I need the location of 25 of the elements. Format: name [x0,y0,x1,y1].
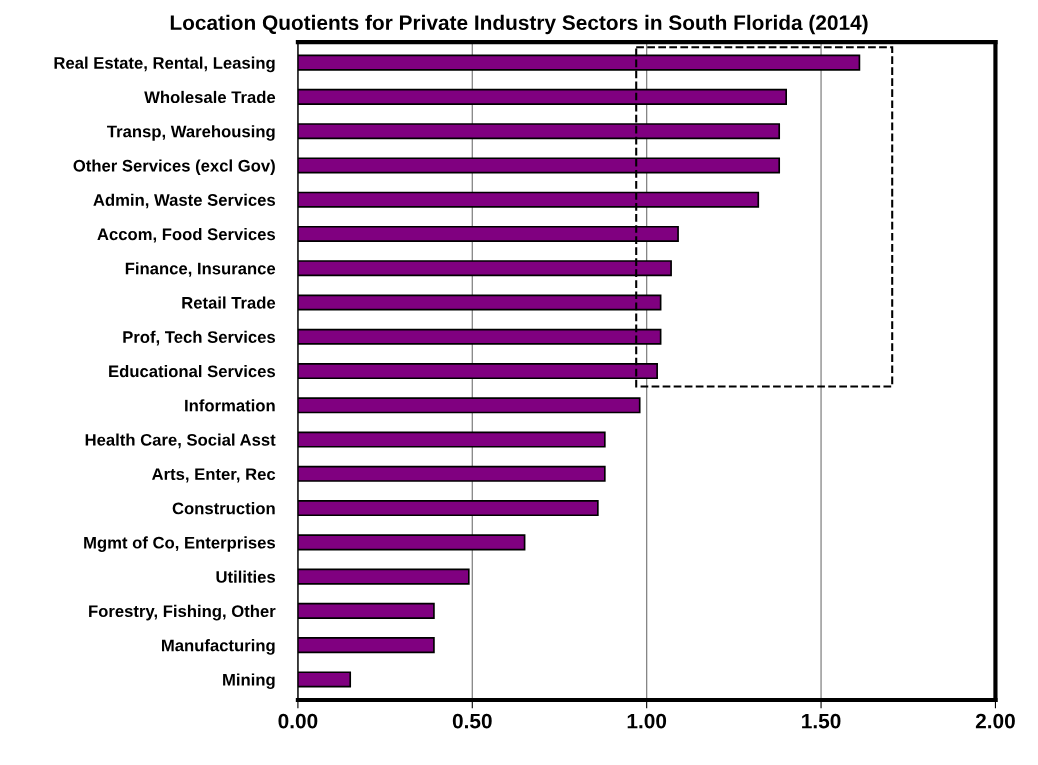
x-tick-label: 1.50 [802,713,841,729]
y-tick-label: Manufacturing [162,639,275,655]
chart-title: Location Quotients for Private Industry Sectors in South Florida (2014) [170,14,868,35]
y-tick-label: Transp, Warehousing [107,125,275,141]
y-tick-label: Arts, Enter, Rec [151,468,276,483]
y-tick-label: Real Estate, Rental, Leasing [54,56,275,73]
y-tick-label: Health Care, Social Asst [85,433,276,449]
y-tick-label: Finance, Insurance [125,262,276,277]
y-tick-label: Admin, Waste Services [93,193,276,209]
x-tick-label: 2.00 [975,713,1015,729]
y-tick-label: Retail Trade [182,296,276,309]
y-tick-label: Wholesale Trade [144,90,276,104]
y-tick-label: Information [185,399,275,412]
y-tick-label: Mining [223,673,275,689]
x-tick-label: 1.00 [627,713,667,729]
y-tick-label: Accom, Food Services [97,227,276,243]
x-tick-label: 0.50 [452,713,492,729]
y-tick-label: Forestry, Fishing, Other [89,604,276,621]
y-tick-label: Other Services (excl Gov) [73,159,275,175]
y-tick-label: Utilities [216,570,275,583]
x-tick-label: 0.00 [278,713,318,729]
y-tick-label: Educational Services [109,364,276,378]
y-tick-label: Prof, Tech Services [123,330,276,346]
y-tick-label: Mgmt of Co, Enterprises [84,536,276,552]
y-tick-label: Construction [172,502,275,515]
